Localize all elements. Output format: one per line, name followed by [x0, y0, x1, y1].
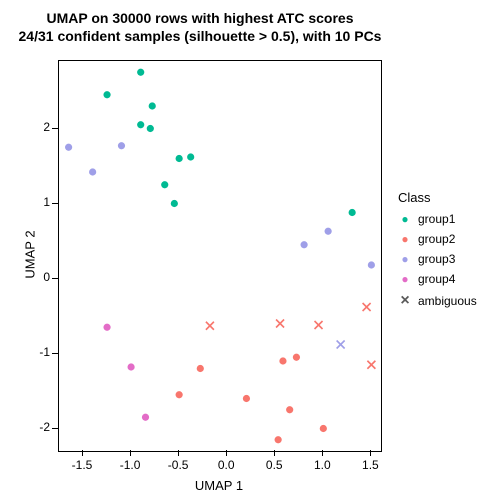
x-tick: [130, 450, 131, 456]
legend-label: ambiguous: [418, 294, 477, 308]
data-point: [147, 125, 154, 132]
chart-title-line1: UMAP on 30000 rows with highest ATC scor…: [0, 10, 400, 28]
x-tick: [322, 450, 323, 456]
scatter-svg: [59, 61, 381, 451]
data-point: [275, 436, 282, 443]
circle-icon: ●: [398, 272, 412, 286]
data-point: [243, 395, 250, 402]
x-tick-label: 1.5: [355, 458, 385, 472]
data-point: [65, 144, 72, 151]
data-point: [176, 391, 183, 398]
x-tick-label: 0.5: [259, 458, 289, 472]
data-point: [279, 357, 286, 364]
circle-icon: ●: [398, 212, 412, 226]
data-point: [118, 142, 125, 149]
y-tick: [52, 203, 58, 204]
legend-label: group3: [418, 252, 455, 266]
x-tick: [178, 450, 179, 456]
y-tick-label: 1: [28, 195, 50, 209]
x-tick-label: -0.5: [163, 458, 193, 472]
y-axis-label: UMAP 2: [23, 230, 38, 278]
data-point: [103, 324, 110, 331]
chart-title: UMAP on 30000 rows with highest ATC scor…: [0, 10, 400, 45]
legend-label: group2: [418, 232, 455, 246]
x-axis-label: UMAP 1: [58, 478, 380, 493]
data-point: [89, 168, 96, 175]
legend-item: ● group4: [398, 272, 455, 286]
legend-label: group1: [418, 212, 455, 226]
data-point: [293, 354, 300, 361]
data-point: [301, 241, 308, 248]
x-tick: [82, 450, 83, 456]
x-tick: [226, 450, 227, 456]
x-tick-label: 1.0: [307, 458, 337, 472]
data-point: [349, 209, 356, 216]
data-point: [286, 406, 293, 413]
data-point: [187, 153, 194, 160]
y-tick-label: -1: [28, 345, 50, 359]
data-point: [368, 261, 375, 268]
data-point: [103, 91, 110, 98]
plot-area: [58, 60, 382, 452]
x-tick: [370, 450, 371, 456]
y-tick: [52, 278, 58, 279]
data-point: [127, 363, 134, 370]
chart-title-line2: 24/31 confident samples (silhouette > 0.…: [0, 28, 400, 46]
circle-icon: ●: [398, 252, 412, 266]
legend-item: ● group2: [398, 232, 455, 246]
data-point: [149, 102, 156, 109]
legend-item: ● group3: [398, 252, 455, 266]
data-point: [161, 181, 168, 188]
y-tick-label: 2: [28, 120, 50, 134]
y-tick: [52, 353, 58, 354]
x-tick-label: -1.0: [115, 458, 145, 472]
legend-title: Class: [398, 190, 431, 205]
x-tick-label: -1.5: [67, 458, 97, 472]
data-point: [197, 365, 204, 372]
legend-item: × ambiguous: [398, 292, 477, 310]
y-tick-label: -2: [28, 420, 50, 434]
data-point: [137, 69, 144, 76]
cross-icon: ×: [398, 292, 412, 310]
data-point: [325, 228, 332, 235]
y-tick: [52, 128, 58, 129]
y-tick: [52, 428, 58, 429]
data-point: [176, 155, 183, 162]
data-point: [142, 414, 149, 421]
data-point: [171, 200, 178, 207]
data-point: [320, 425, 327, 432]
legend-item: ● group1: [398, 212, 455, 226]
x-tick: [274, 450, 275, 456]
circle-icon: ●: [398, 232, 412, 246]
data-point: [137, 121, 144, 128]
legend-label: group4: [418, 272, 455, 286]
x-tick-label: 0.0: [211, 458, 241, 472]
